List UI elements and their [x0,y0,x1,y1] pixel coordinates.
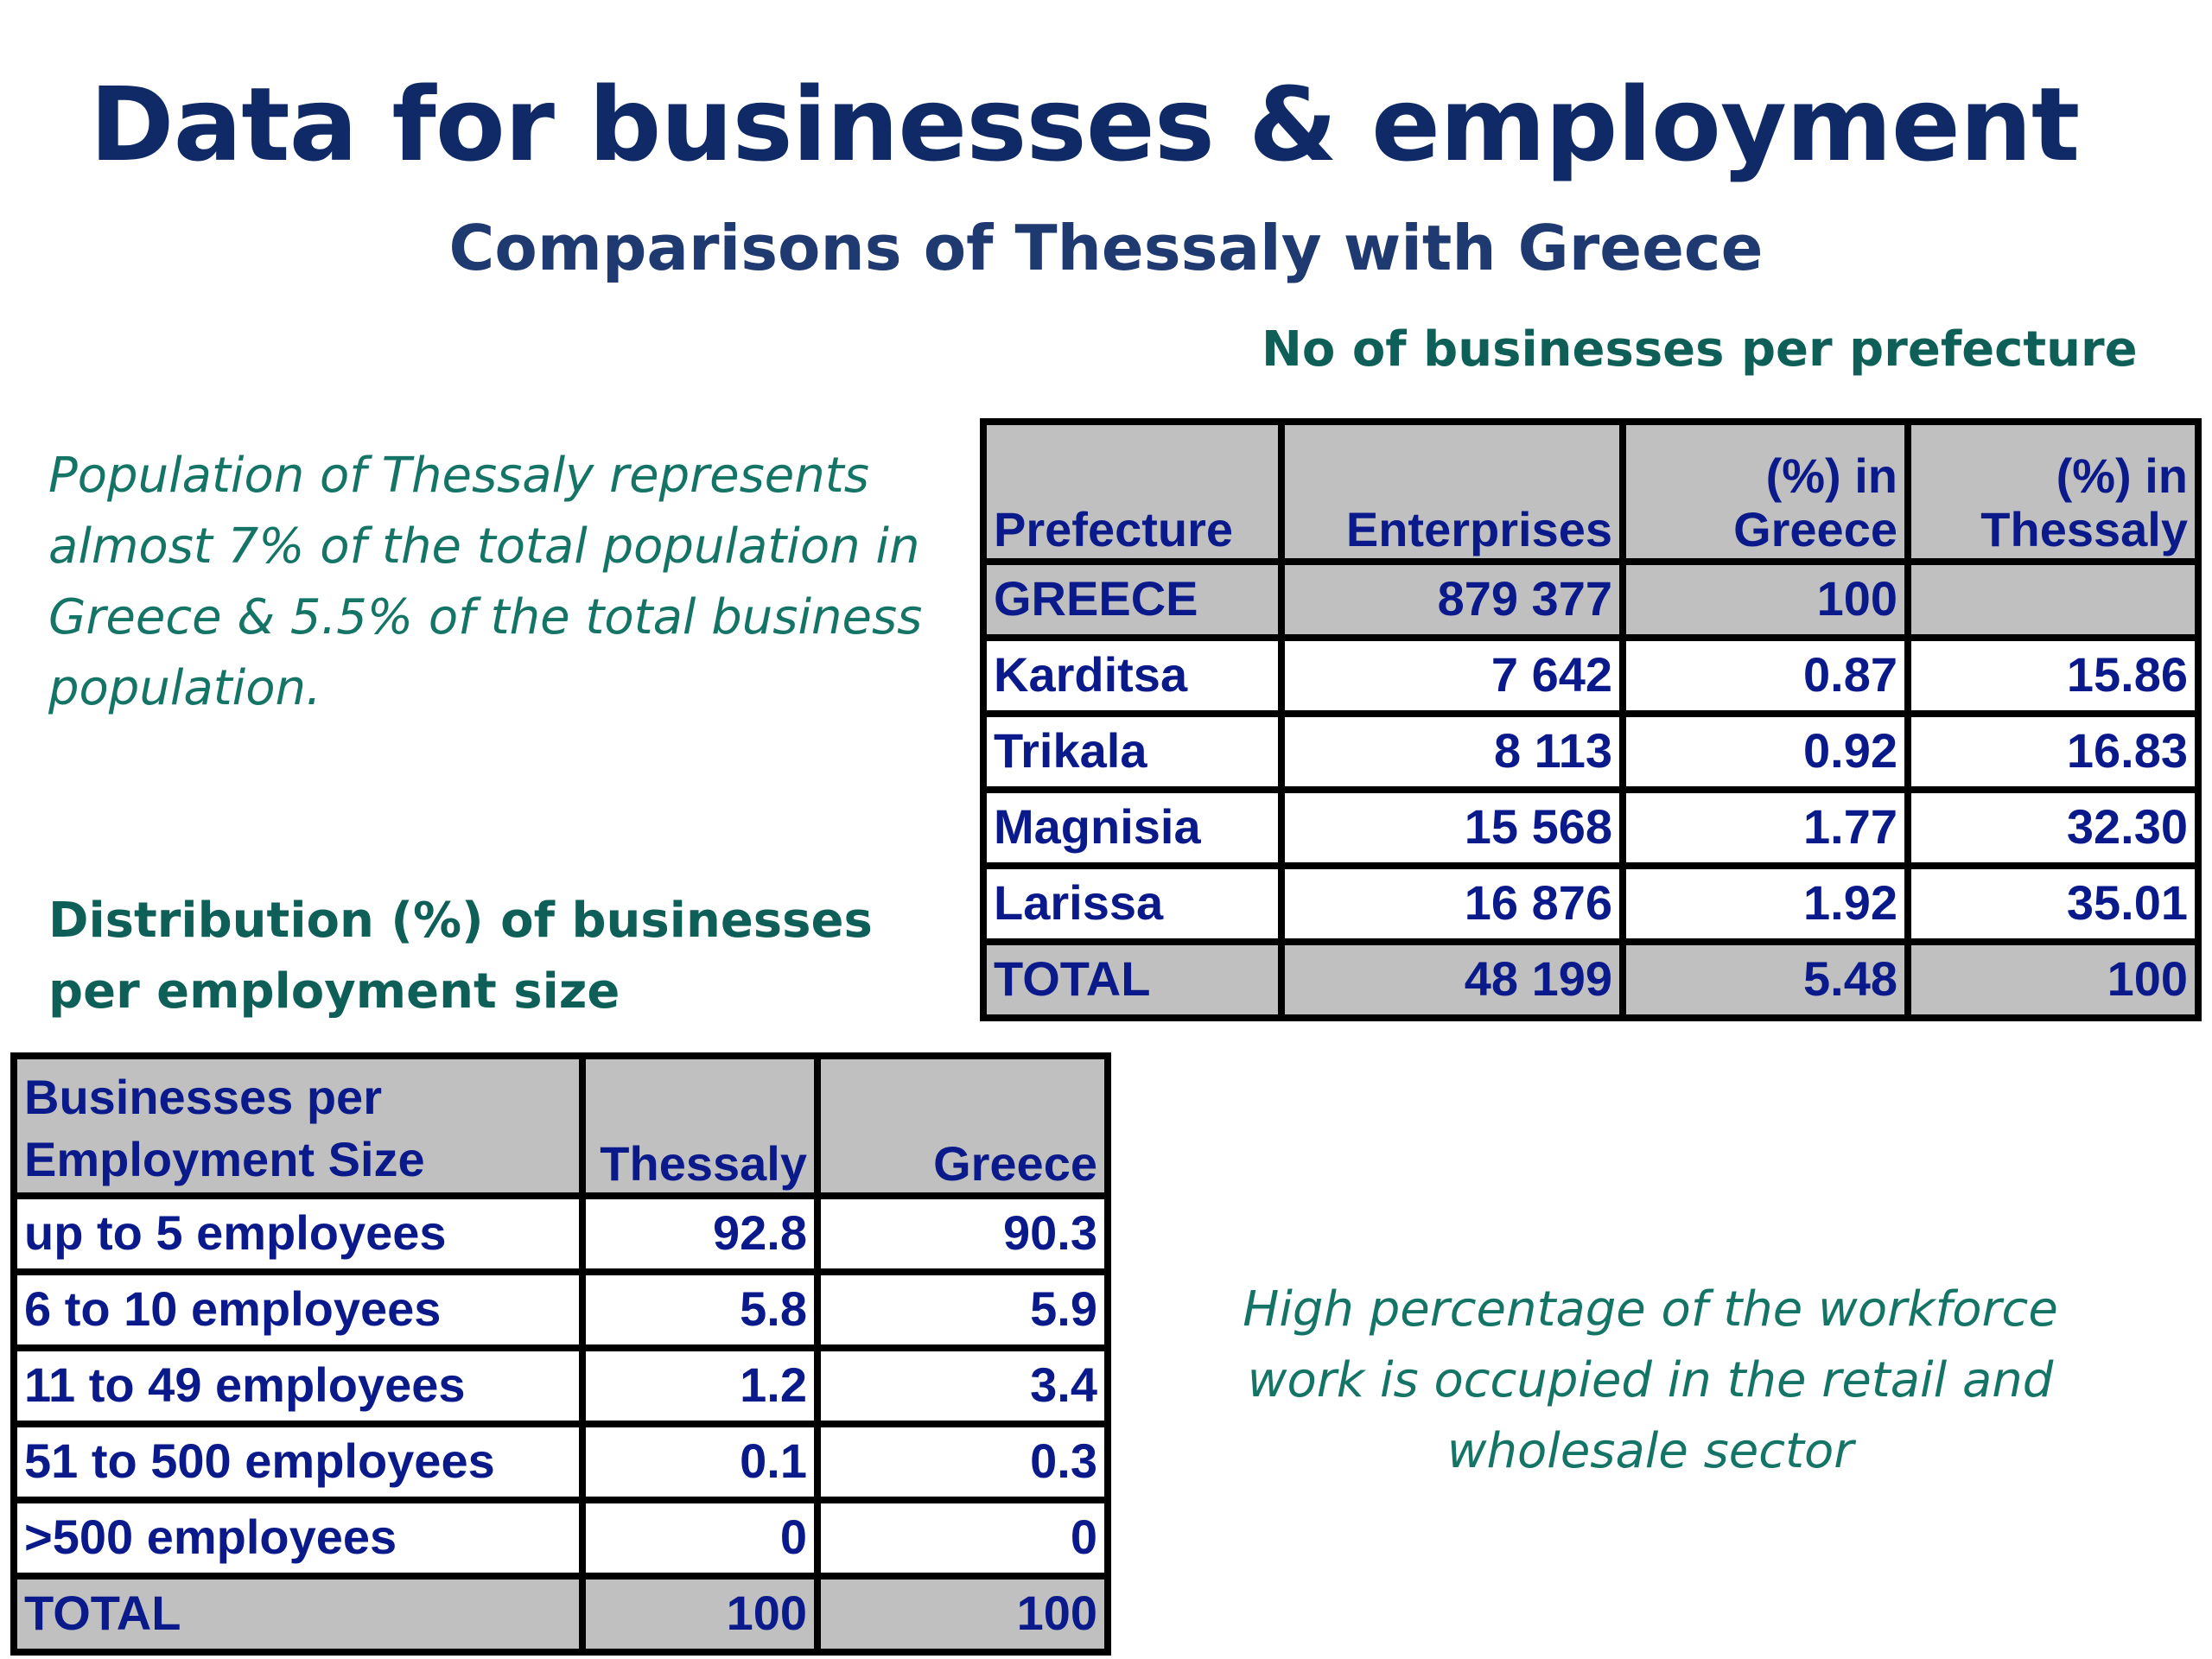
employment-size-label: 6 to 10 employees [10,1268,586,1351]
prefecture-heading: No of businesses per prefecture [1262,321,2138,378]
enterprises-value: 8 113 [1278,710,1626,793]
header-pct-thessaly: (%) in Thessaly [1904,418,2202,565]
enterprises-value: 15 568 [1278,786,1626,869]
pct-thessaly-value: 32.30 [1904,786,2202,869]
table-row: 51 to 500 employees 0.1 0.3 [10,1421,1111,1503]
pct-greece-value: 1.92 [1619,862,1911,945]
prefecture-name: Trikala [980,710,1285,793]
table-row-total: TOTAL 48 199 5.48 100 [980,938,2202,1021]
employment-size-label: up to 5 employees [10,1192,586,1275]
prefecture-name: Karditsa [980,634,1285,717]
employment-table: Businesses per Employment Size Thessaly … [10,1052,1111,1656]
employment-heading: Distribution (%) of businesses per emplo… [48,886,873,1027]
greece-value: 100 [814,1573,1111,1656]
pct-thessaly-value: 100 [1904,938,2202,1021]
pct-greece-value: 0.87 [1619,634,1911,717]
prefecture-table: Prefecture Enterprises (%) in Greece (%)… [980,418,2202,1021]
header-prefecture: Prefecture [980,418,1285,565]
pct-thessaly-value: 35.01 [1904,862,2202,945]
prefecture-name: Larissa [980,862,1285,945]
header-enterprises: Enterprises [1278,418,1626,565]
table-row-total: TOTAL 100 100 [10,1573,1111,1656]
enterprises-value: 48 199 [1278,938,1626,1021]
table-row: Karditsa 7 642 0.87 15.86 [980,634,2202,717]
workforce-note: High percentage of the workforce work is… [1243,1281,2058,1479]
table-row: Larissa 16 876 1.92 35.01 [980,862,2202,945]
table-row: 11 to 49 employees 1.2 3.4 [10,1344,1111,1427]
thessaly-value: 1.2 [579,1344,821,1427]
header-greece: Greece [814,1052,1111,1199]
prefecture-name: Magnisia [980,786,1285,869]
page-subtitle: Comparisons of Thessaly with Greece [448,212,1764,284]
thessaly-value: 0.1 [579,1421,821,1503]
thessaly-value: 0 [579,1497,821,1580]
table-row: GREECE 879 377 100 [980,558,2202,641]
employment-header-row: Businesses per Employment Size Thessaly … [10,1052,1111,1199]
pct-greece-value: 0.92 [1619,710,1911,793]
table-row: up to 5 employees 92.8 90.3 [10,1192,1111,1275]
table-row: 6 to 10 employees 5.8 5.9 [10,1268,1111,1351]
header-employment-size: Businesses per Employment Size [10,1052,586,1199]
prefecture-name: TOTAL [980,938,1285,1021]
page-title: Data for businesses & employment [89,65,2081,184]
greece-value: 3.4 [814,1344,1111,1427]
employment-size-label: 51 to 500 employees [10,1421,586,1503]
greece-value: 90.3 [814,1192,1111,1275]
pct-greece-value: 100 [1619,558,1911,641]
greece-value: 0.3 [814,1421,1111,1503]
greece-value: 0 [814,1497,1111,1580]
pct-thessaly-value: 16.83 [1904,710,2202,793]
employment-heading-line1: Distribution (%) of businesses [48,893,873,949]
pct-thessaly-value: 15.86 [1904,634,2202,717]
header-thessaly: Thessaly [579,1052,821,1199]
population-note: Population of Thessaly represents almost… [48,448,923,716]
prefecture-header-row: Prefecture Enterprises (%) in Greece (%)… [980,418,2202,565]
thessaly-value: 5.8 [579,1268,821,1351]
table-row: Trikala 8 113 0.92 16.83 [980,710,2202,793]
table-row: >500 employees 0 0 [10,1497,1111,1580]
pct-greece-value: 1.77 [1619,786,1911,869]
thessaly-value: 100 [579,1573,821,1656]
greece-value: 5.9 [814,1268,1111,1351]
employment-heading-line2: per employment size [48,963,620,1020]
pct-greece-value: 5.48 [1619,938,1911,1021]
enterprises-value: 16 876 [1278,862,1626,945]
enterprises-value: 7 642 [1278,634,1626,717]
table-row: Magnisia 15 568 1.77 32.30 [980,786,2202,869]
employment-size-label: >500 employees [10,1497,586,1580]
header-pct-greece: (%) in Greece [1619,418,1911,565]
enterprises-value: 879 377 [1278,558,1626,641]
employment-size-label: TOTAL [10,1573,586,1656]
employment-size-label: 11 to 49 employees [10,1344,586,1427]
thessaly-value: 92.8 [579,1192,821,1275]
pct-thessaly-value [1904,558,2202,641]
prefecture-name: GREECE [980,558,1285,641]
